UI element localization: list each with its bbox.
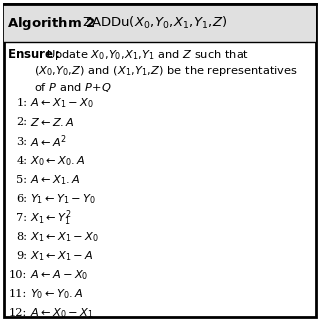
Text: $\mathbf{Ensure:}$: $\mathbf{Ensure:}$	[7, 48, 60, 61]
Text: $X_0 \leftarrow X_0.A$: $X_0 \leftarrow X_0.A$	[30, 154, 86, 168]
Text: 4:: 4:	[16, 156, 27, 166]
Text: $Y_1 \leftarrow Y_1 - Y_0$: $Y_1 \leftarrow Y_1 - Y_0$	[30, 192, 96, 206]
Text: $\mathrm{Update}\ X_0,\!Y_0,\!X_1,\!Y_1\ \mathrm{and}\ Z\ \mathrm{such\ that}$: $\mathrm{Update}\ X_0,\!Y_0,\!X_1,\!Y_1\…	[46, 48, 250, 62]
Text: $\mathrm{ZADDu}(X_0,\!Y_0,\!X_1,\!Y_1,\!Z)$: $\mathrm{ZADDu}(X_0,\!Y_0,\!X_1,\!Y_1,\!…	[82, 15, 227, 31]
Text: $A \leftarrow X_1.A$: $A \leftarrow X_1.A$	[30, 173, 81, 187]
Text: $X_1 \leftarrow Y_1^2$: $X_1 \leftarrow Y_1^2$	[30, 208, 72, 228]
Text: $A \leftarrow A^2$: $A \leftarrow A^2$	[30, 133, 68, 150]
Text: 9:: 9:	[16, 251, 27, 261]
Text: 10:: 10:	[9, 270, 27, 280]
Text: $A \leftarrow A - X_0$: $A \leftarrow A - X_0$	[30, 268, 89, 282]
Text: $(X_0,\!Y_0,\!Z)\ \mathrm{and}\ (X_1,\!Y_1,\!Z)\ \mathrm{be\ the\ representative: $(X_0,\!Y_0,\!Z)\ \mathrm{and}\ (X_1,\!Y…	[34, 64, 297, 78]
Text: 7:: 7:	[16, 213, 27, 223]
Text: $A \leftarrow X_0 - X_1$: $A \leftarrow X_0 - X_1$	[30, 307, 94, 320]
Text: 12:: 12:	[9, 308, 27, 318]
Text: $Z \leftarrow Z.A$: $Z \leftarrow Z.A$	[30, 117, 75, 128]
Text: 6:: 6:	[16, 194, 27, 204]
Text: $X_1 \leftarrow X_1 - A$: $X_1 \leftarrow X_1 - A$	[30, 249, 94, 263]
Text: 3:: 3:	[16, 136, 27, 147]
Text: 1:: 1:	[16, 98, 27, 108]
Text: 8:: 8:	[16, 232, 27, 242]
Text: $\mathrm{of}\ P\ \mathrm{and}\ P\!+\!Q$: $\mathrm{of}\ P\ \mathrm{and}\ P\!+\!Q$	[34, 82, 112, 94]
Text: $X_1 \leftarrow X_1 - X_0$: $X_1 \leftarrow X_1 - X_0$	[30, 230, 100, 244]
Text: 11:: 11:	[9, 289, 27, 299]
Text: $Y_0 \leftarrow Y_0.A$: $Y_0 \leftarrow Y_0.A$	[30, 288, 84, 301]
Text: $A \leftarrow X_1 - X_0$: $A \leftarrow X_1 - X_0$	[30, 97, 94, 110]
Text: $\bf{Algorithm\ 2}$: $\bf{Algorithm\ 2}$	[7, 15, 95, 31]
Text: 2:: 2:	[16, 117, 27, 127]
Bar	[4, 4, 316, 42]
Text: 5:: 5:	[16, 175, 27, 185]
